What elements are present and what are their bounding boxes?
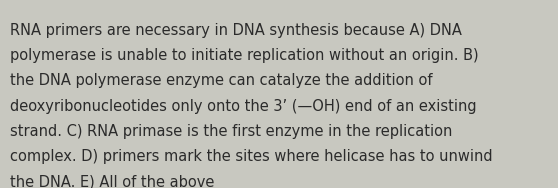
Text: the DNA. E) All of the above: the DNA. E) All of the above [10,175,214,188]
Text: strand. C) RNA primase is the first enzyme in the replication: strand. C) RNA primase is the first enzy… [10,124,453,139]
Text: complex. D) primers mark the sites where helicase has to unwind: complex. D) primers mark the sites where… [10,149,493,164]
Text: the DNA polymerase enzyme can catalyze the addition of: the DNA polymerase enzyme can catalyze t… [10,73,432,88]
Text: deoxyribonucleotides only onto the 3’ (—OH) end of an existing: deoxyribonucleotides only onto the 3’ (—… [10,99,477,114]
Text: RNA primers are necessary in DNA synthesis because A) DNA: RNA primers are necessary in DNA synthes… [10,23,462,38]
Text: polymerase is unable to initiate replication without an origin. B): polymerase is unable to initiate replica… [10,48,479,63]
